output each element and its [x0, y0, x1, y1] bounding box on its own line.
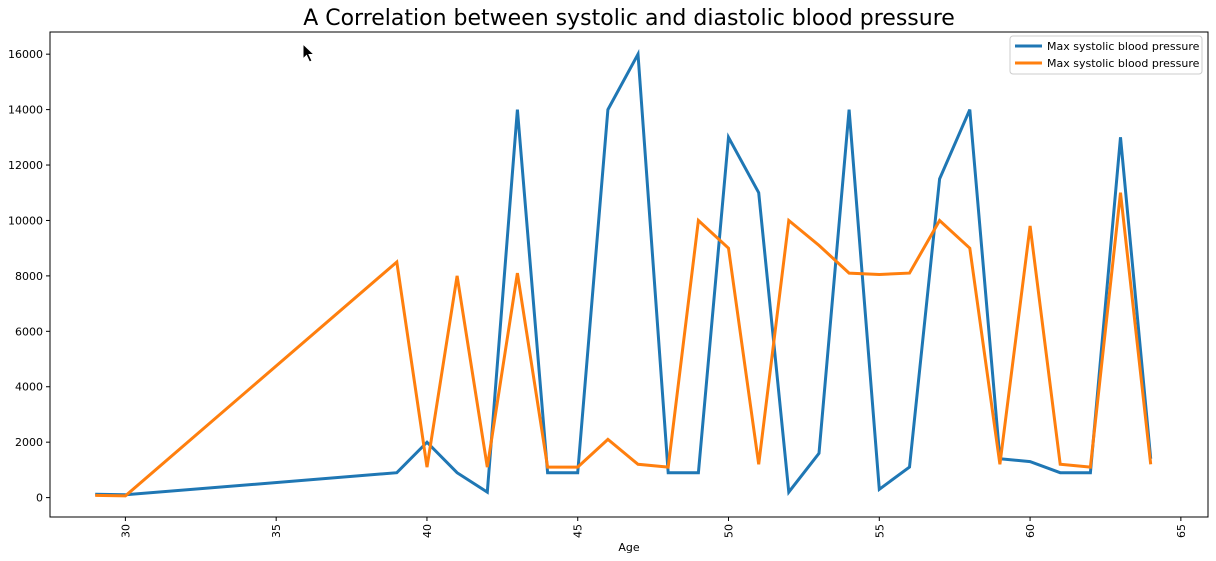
x-tick-label: 45 [572, 524, 585, 538]
y-tick-label: 6000 [15, 325, 43, 338]
series-line-2 [95, 192, 1153, 498]
x-tick-label: 40 [421, 524, 434, 538]
chart-title: A Correlation between systolic and diast… [303, 6, 955, 31]
y-tick-label: 0 [36, 492, 43, 505]
y-tick-label: 14000 [8, 104, 43, 117]
y-tick-label: 16000 [8, 48, 43, 61]
x-tick-label: 50 [723, 524, 736, 538]
y-tick-label: 8000 [15, 270, 43, 283]
legend-label-2: Max systolic blood pressure [1047, 57, 1200, 70]
y-tick-label: 12000 [8, 159, 43, 172]
plot-area-frame [49, 31, 1209, 518]
y-tick-label: 4000 [15, 381, 43, 394]
x-tick-label: 55 [873, 524, 886, 538]
x-tick-label: 30 [119, 524, 132, 538]
y-tick-label: 2000 [15, 436, 43, 449]
x-tick-label: 35 [270, 524, 283, 538]
y-tick-label: 10000 [8, 214, 43, 227]
x-axis-title: Age [618, 541, 640, 554]
x-tick-label: 65 [1175, 524, 1188, 538]
y-axis: 0 2000 4000 6000 8000 10000 12000 14000 16000 [8, 48, 50, 505]
series-line-1 [95, 48, 1153, 497]
mouse-cursor-icon [302, 42, 316, 63]
x-tick-label: 60 [1024, 524, 1037, 538]
x-axis: 30 35 40 45 50 55 60 65 [119, 517, 1188, 538]
legend-box [1009, 35, 1203, 75]
legend: Max systolic blood pressure Max systolic … [1009, 35, 1203, 75]
series-layer [95, 48, 1153, 498]
legend-label-1: Max systolic blood pressure [1047, 40, 1200, 53]
